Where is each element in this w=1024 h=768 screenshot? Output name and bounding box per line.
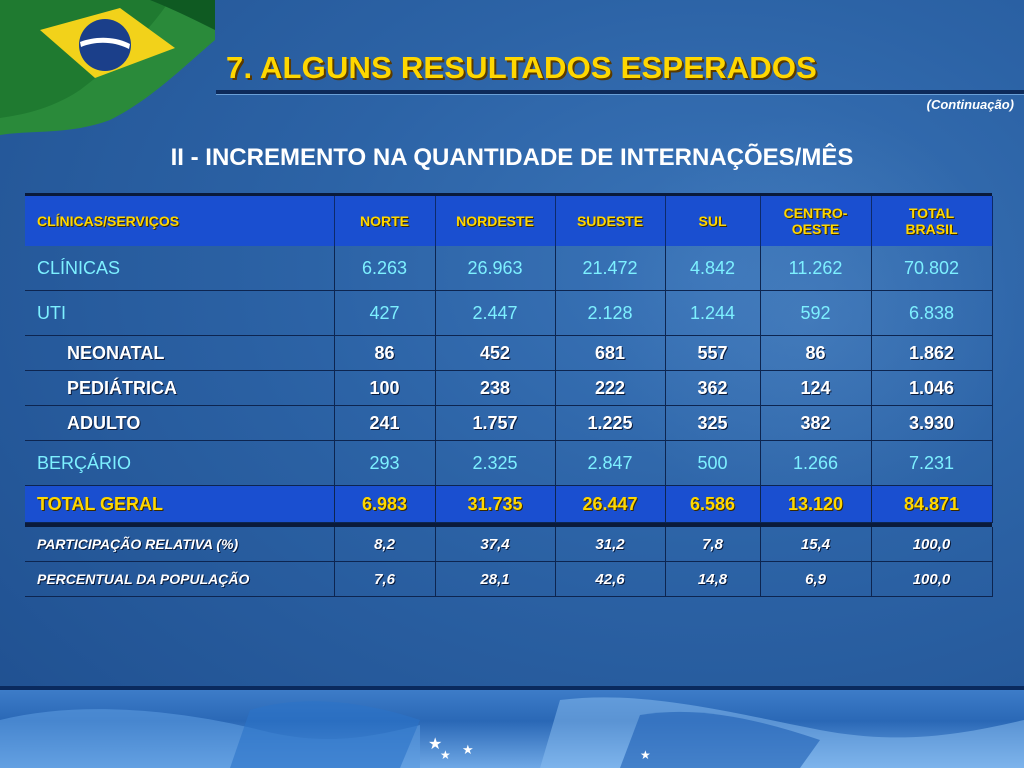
cell-nordeste: 1.757 (435, 405, 556, 441)
cell-norte: 6.983 (334, 485, 436, 523)
internacoes-table: CLÍNICAS/SERVIÇOS NORTE NORDESTE SUDESTE… (25, 193, 993, 597)
cell-total-brasil: 84.871 (871, 485, 993, 523)
cell-total-brasil: 1.046 (871, 370, 993, 406)
col-header-servicos: CLÍNICAS/SERVIÇOS (25, 196, 335, 246)
cell-total-brasil: 7.231 (871, 440, 993, 486)
table-row-adulto: ADULTO 241 1.757 1.225 325 382 3.930 (25, 405, 993, 441)
cell-centro-oeste: 592 (760, 290, 872, 336)
cell-total-brasil: 3.930 (871, 405, 993, 441)
cell-centro-oeste: 382 (760, 405, 872, 441)
col-header-centro-line2: OESTE (791, 221, 840, 237)
cell-norte: 293 (334, 440, 436, 486)
table-separator (25, 522, 992, 527)
col-header-sul: SUL (665, 196, 761, 246)
cell-centro-oeste: 86 (760, 335, 872, 371)
star-icon: ★ (440, 748, 451, 762)
table-row-pediatrica: PEDIÁTRICA 100 238 222 362 124 1.046 (25, 370, 993, 406)
cell-sul: 6.586 (665, 485, 761, 523)
cell-sul: 1.244 (665, 290, 761, 336)
cell-centro-oeste: 15,4 (760, 527, 872, 562)
cell-nordeste: 28,1 (435, 561, 556, 597)
table-top-border (25, 193, 992, 196)
cell-sul: 4.842 (665, 246, 761, 291)
cell-nordeste: 2.325 (435, 440, 556, 486)
brazil-flag-icon (0, 0, 215, 135)
cell-total-brasil: 100,0 (871, 561, 993, 597)
col-header-total-line1: TOTAL (908, 205, 955, 221)
footer-flag-band: ★ ★ ★ ★ (0, 690, 1024, 768)
cell-sudeste: 31,2 (555, 527, 666, 562)
cell-centro-oeste: 6,9 (760, 561, 872, 597)
cell-sudeste: 21.472 (555, 246, 666, 291)
section-subtitle: II - INCREMENTO NA QUANTIDADE DE INTERNA… (170, 144, 854, 171)
table-header-row: CLÍNICAS/SERVIÇOS NORTE NORDESTE SUDESTE… (25, 196, 993, 246)
cell-norte: 241 (334, 405, 436, 441)
cell-sul: 557 (665, 335, 761, 371)
cell-sudeste: 1.225 (555, 405, 666, 441)
row-label: PERCENTUAL DA POPULAÇÃO (25, 561, 335, 597)
table-row-bercario: BERÇÁRIO 293 2.325 2.847 500 1.266 7.231 (25, 440, 993, 486)
table-row-participacao: PARTICIPAÇÃO RELATIVA (%) 8,2 37,4 31,2 … (25, 527, 993, 562)
col-header-norte: NORTE (334, 196, 436, 246)
cell-total-brasil: 70.802 (871, 246, 993, 291)
cell-norte: 427 (334, 290, 436, 336)
title-divider (216, 90, 1024, 94)
star-icon: ★ (640, 748, 651, 762)
cell-nordeste: 238 (435, 370, 556, 406)
row-label: UTI (25, 290, 335, 336)
table-row-populacao: PERCENTUAL DA POPULAÇÃO 7,6 28,1 42,6 14… (25, 561, 993, 597)
cell-norte: 8,2 (334, 527, 436, 562)
row-label: NEONATAL (25, 335, 335, 371)
cell-nordeste: 37,4 (435, 527, 556, 562)
cell-sul: 500 (665, 440, 761, 486)
cell-nordeste: 31.735 (435, 485, 556, 523)
cell-nordeste: 2.447 (435, 290, 556, 336)
row-label: CLÍNICAS (25, 246, 335, 291)
cell-norte: 86 (334, 335, 436, 371)
table-row-total-geral: TOTAL GERAL 6.983 31.735 26.447 6.586 13… (25, 485, 993, 523)
col-header-nordeste: NORDESTE (435, 196, 556, 246)
table-row-clinicas: CLÍNICAS 6.263 26.963 21.472 4.842 11.26… (25, 246, 993, 291)
col-header-total-line2: BRASIL (905, 221, 958, 237)
row-label: ADULTO (25, 405, 335, 441)
col-header-sudeste: SUDESTE (555, 196, 666, 246)
star-icon: ★ (428, 736, 443, 753)
cell-sudeste: 2.847 (555, 440, 666, 486)
cell-centro-oeste: 11.262 (760, 246, 872, 291)
col-header-centro-oeste: CENTRO- OESTE (760, 196, 872, 246)
cell-norte: 6.263 (334, 246, 436, 291)
cell-sul: 7,8 (665, 527, 761, 562)
cell-centro-oeste: 124 (760, 370, 872, 406)
cell-norte: 100 (334, 370, 436, 406)
cell-nordeste: 26.963 (435, 246, 556, 291)
star-icon: ★ (462, 742, 474, 757)
cell-sudeste: 42,6 (555, 561, 666, 597)
row-label: TOTAL GERAL (25, 485, 335, 523)
cell-sudeste: 681 (555, 335, 666, 371)
table-row-uti: UTI 427 2.447 2.128 1.244 592 6.838 (25, 290, 993, 336)
continuation-label: (Continuação) (926, 97, 1014, 112)
slide-title: 7. ALGUNS RESULTADOS ESPERADOS (226, 50, 818, 85)
cell-total-brasil: 6.838 (871, 290, 993, 336)
cell-norte: 7,6 (334, 561, 436, 597)
table-row-neonatal: NEONATAL 86 452 681 557 86 1.862 (25, 335, 993, 371)
cell-nordeste: 452 (435, 335, 556, 371)
col-header-total-brasil: TOTAL BRASIL (871, 196, 993, 246)
title-divider-highlight (216, 94, 1024, 95)
footer-divider (0, 686, 1024, 690)
cell-sul: 14,8 (665, 561, 761, 597)
cell-sudeste: 26.447 (555, 485, 666, 523)
col-header-centro-line1: CENTRO- (783, 205, 848, 221)
row-label: PARTICIPAÇÃO RELATIVA (%) (25, 527, 335, 562)
cell-total-brasil: 100,0 (871, 527, 993, 562)
cell-centro-oeste: 13.120 (760, 485, 872, 523)
cell-centro-oeste: 1.266 (760, 440, 872, 486)
cell-sul: 362 (665, 370, 761, 406)
cell-sudeste: 2.128 (555, 290, 666, 336)
row-label: PEDIÁTRICA (25, 370, 335, 406)
cell-sul: 325 (665, 405, 761, 441)
cell-total-brasil: 1.862 (871, 335, 993, 371)
cell-sudeste: 222 (555, 370, 666, 406)
row-label: BERÇÁRIO (25, 440, 335, 486)
